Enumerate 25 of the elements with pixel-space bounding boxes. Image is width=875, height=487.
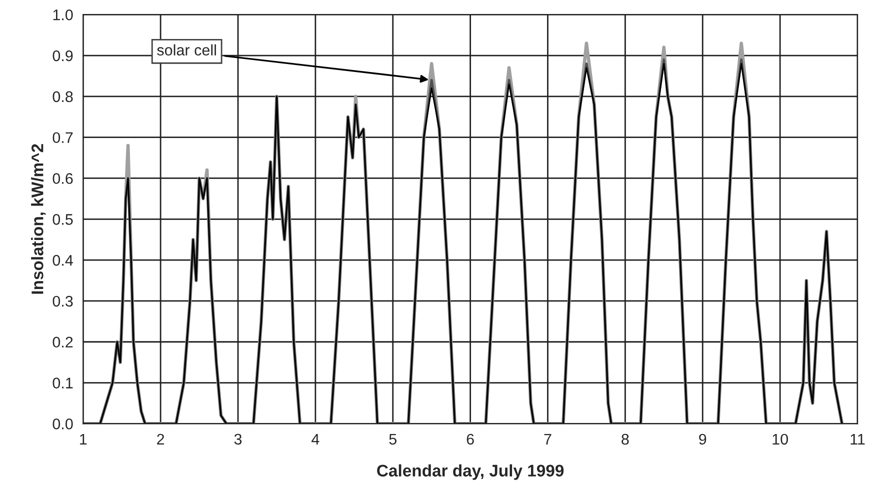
x-axis-title: Calendar day, July 1999 [377,464,564,480]
annotation: solar cell [157,44,216,56]
y-tick-label: 0.9 [52,50,73,62]
y-tick-label: 0.6 [52,173,73,184]
y-tick-label: 0.8 [52,91,73,102]
x-tick-label: 5 [389,434,396,445]
y-tick-label: 1.0 [53,9,73,20]
x-tick-label: 10 [772,434,788,445]
x-tick-label: 9 [699,434,706,445]
y-tick-label: 0.5 [52,214,73,225]
x-tick-label: 11 [850,434,865,444]
x-tick-label: 3 [234,434,242,445]
x-tick-label: 7 [544,434,552,444]
y-tick-label: 0.3 [52,296,73,307]
x-tick-label: 4 [312,434,320,444]
x-tick-label: 8 [622,434,629,445]
y-tick-label: 0.4 [52,254,73,266]
y-tick-label: 0.2 [52,336,73,348]
x-tick-label: 6 [466,434,474,445]
y-axis-title: Insolation, kW/m^2 [31,144,46,294]
y-tick-label: 0.7 [52,132,73,144]
y-tick-label: 0.1 [52,378,73,388]
x-tick-label: 1 [80,434,87,444]
y-tick-label: 0.0 [52,418,73,430]
x-tick-label: 2 [157,434,164,444]
